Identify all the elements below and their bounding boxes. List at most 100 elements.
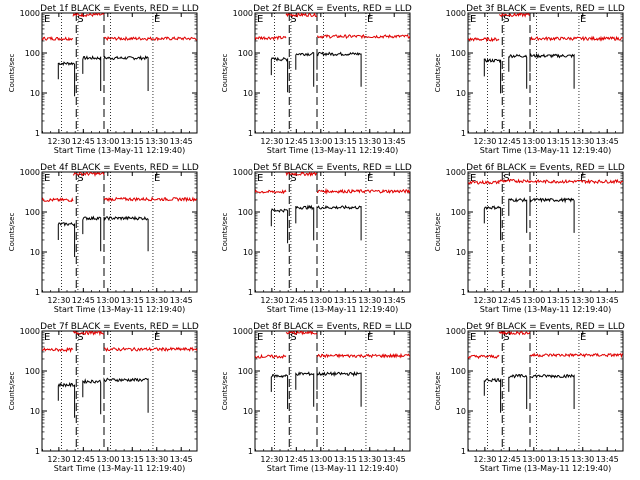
lld-series-line [72, 172, 105, 178]
x-tick-label: 12:45 [72, 137, 95, 146]
events-series-line [483, 205, 502, 241]
y-tick-label: 1 [35, 288, 40, 297]
y-tick-label: 1000 [20, 327, 40, 336]
lld-series-line [42, 346, 74, 354]
x-tick-label: 13:45 [383, 137, 406, 146]
end-marker: E [154, 14, 160, 25]
y-tick-label: 100 [238, 49, 253, 58]
y-axis-label: Counts/sec [221, 372, 229, 411]
x-tick-label: 13:00 [96, 455, 119, 464]
lld-series-line [498, 13, 531, 18]
x-tick-label: 13:45 [383, 455, 406, 464]
x-axis-label: Start Time (13-May-11 12:19:40) [480, 305, 611, 314]
x-tick-label: 13:00 [96, 296, 119, 305]
y-tick-label: 1 [35, 129, 40, 138]
start-marker: S [77, 173, 83, 184]
y-tick-label: 1 [461, 129, 466, 138]
end-marker: E [44, 173, 50, 184]
y-tick-label: 1 [461, 288, 466, 297]
y-tick-label: 10 [30, 407, 40, 416]
y-tick-label: 100 [238, 208, 253, 217]
end-marker: E [470, 14, 476, 25]
events-series-line [483, 377, 502, 413]
plot-frame [467, 330, 624, 452]
panel-title: Det 3f BLACK = Events, RED = LLD [466, 4, 625, 14]
x-axis-label: Start Time (13-May-11 12:19:40) [267, 146, 398, 155]
x-tick-label: 13:15 [547, 455, 570, 464]
end-marker: E [580, 332, 586, 343]
events-series-line [82, 215, 102, 252]
start-marker: S [290, 332, 296, 343]
events-series-line [57, 61, 76, 97]
y-tick-label: 1 [248, 447, 253, 456]
end-marker: E [257, 14, 263, 25]
x-tick-label: 13:30 [145, 137, 168, 146]
start-marker: S [503, 173, 509, 184]
plot-frame [254, 330, 411, 452]
panel-title: Det 6f BLACK = Events, RED = LLD [466, 163, 625, 173]
plot-frame [41, 330, 198, 452]
x-tick-label: 12:45 [498, 455, 521, 464]
lld-series-line [468, 354, 500, 360]
x-tick-label: 12:30 [47, 455, 70, 464]
x-tick-label: 12:45 [498, 137, 521, 146]
y-axis-label: Counts/sec [221, 54, 229, 93]
x-tick-label: 12:45 [285, 455, 308, 464]
x-tick-label: 13:00 [309, 137, 332, 146]
events-series-line [529, 373, 575, 409]
events-series-line [82, 378, 102, 415]
x-tick-label: 12:30 [47, 296, 70, 305]
y-tick-label: 10 [243, 407, 253, 416]
x-tick-label: 13:45 [170, 137, 193, 146]
lld-series-line [72, 13, 105, 18]
events-series-line [529, 197, 575, 233]
start-marker: S [290, 173, 296, 184]
x-tick-label: 13:15 [121, 455, 144, 464]
events-series-line [103, 215, 149, 252]
events-series-line [295, 371, 315, 407]
events-series-line [82, 55, 102, 91]
y-tick-label: 1000 [233, 327, 253, 336]
y-tick-label: 10 [456, 407, 466, 416]
x-tick-label: 13:15 [334, 455, 357, 464]
end-marker: E [257, 332, 263, 343]
events-series-line [529, 52, 575, 89]
y-tick-label: 100 [238, 367, 253, 376]
events-series-line [57, 381, 76, 418]
detector-panel: Det 2f BLACK = Events, RED = LLD 1 10 100 10… [221, 4, 412, 155]
x-tick-label: 13:00 [522, 296, 545, 305]
x-tick-label: 13:45 [596, 296, 619, 305]
events-series-line [508, 53, 528, 89]
x-tick-label: 13:30 [358, 455, 381, 464]
panel-title: Det 7f BLACK = Events, RED = LLD [40, 322, 199, 332]
x-tick-label: 12:30 [473, 137, 496, 146]
x-tick-label: 12:30 [260, 296, 283, 305]
lld-series-line [42, 36, 74, 41]
lld-series-line [498, 178, 531, 184]
x-tick-label: 13:00 [522, 455, 545, 464]
x-tick-label: 13:45 [596, 137, 619, 146]
x-tick-label: 13:45 [383, 296, 406, 305]
y-tick-label: 10 [456, 89, 466, 98]
y-tick-label: 10 [243, 89, 253, 98]
end-marker: E [154, 173, 160, 184]
y-tick-label: 1000 [233, 168, 253, 177]
x-axis-label: Start Time (13-May-11 12:19:40) [267, 305, 398, 314]
lld-series-line [255, 35, 287, 41]
end-marker: E [470, 173, 476, 184]
x-axis-label: Start Time (13-May-11 12:19:40) [54, 305, 185, 314]
y-tick-label: 10 [456, 248, 466, 257]
x-tick-label: 13:00 [522, 137, 545, 146]
x-tick-label: 13:00 [309, 455, 332, 464]
x-tick-label: 13:30 [358, 137, 381, 146]
x-tick-label: 13:15 [547, 296, 570, 305]
lld-series-line [285, 172, 318, 177]
plot-frame [254, 171, 411, 293]
lld-series-line [498, 331, 531, 336]
plot-frame [254, 12, 411, 134]
y-tick-label: 10 [243, 248, 253, 257]
events-series-line [508, 197, 528, 233]
events-series-line [316, 204, 362, 241]
y-axis-label: Counts/sec [434, 213, 442, 252]
